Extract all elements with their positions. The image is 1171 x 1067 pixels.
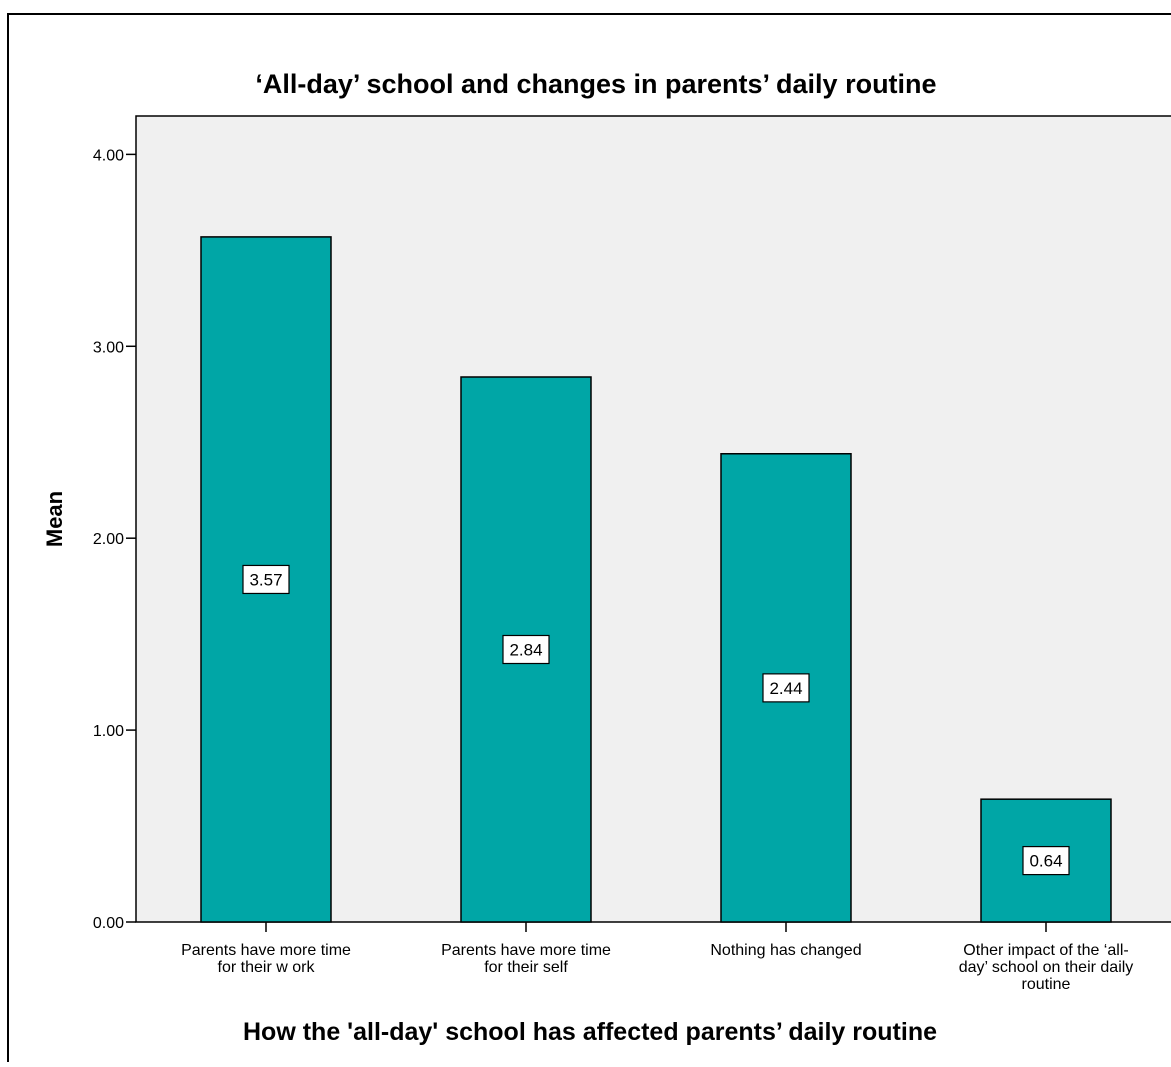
data-label: 3.57 (249, 570, 282, 589)
y-tick-label: 2.00 (93, 531, 124, 548)
y-tick-label: 0.00 (93, 915, 124, 932)
x-axis-title: How the 'all-day' school has affected pa… (243, 1018, 937, 1046)
x-tick-label: for their self (484, 959, 568, 976)
data-label-box (502, 634, 550, 665)
x-tick-label: routine (1022, 976, 1071, 993)
y-axis-title: Mean (42, 491, 67, 547)
y-tick-label: 4.00 (93, 147, 124, 164)
data-label: 2.84 (509, 640, 542, 659)
data-label-box (242, 564, 290, 595)
y-tick-label: 3.00 (93, 339, 124, 356)
x-tick-label: day’ school on their daily (959, 959, 1134, 976)
x-tick-label: Nothing has changed (710, 942, 861, 959)
x-tick-label: Parents have more time (441, 942, 611, 959)
bars: 3.57 2.84 2.44 0.64 (200, 236, 1112, 923)
data-label: 2.44 (769, 679, 802, 698)
x-tick-label: Other impact of the ‘all- (963, 942, 1128, 959)
x-tick-label: for their w ork (218, 959, 316, 976)
data-label-box (1022, 845, 1070, 876)
y-axis: 0.00 1.00 2.00 3.00 4.00 (93, 147, 136, 932)
y-tick-label: 1.00 (93, 723, 124, 740)
data-label: 0.64 (1029, 852, 1062, 871)
chart-title: ‘All-day’ school and changes in parents’… (255, 69, 936, 99)
x-tick-label: Parents have more time (181, 942, 351, 959)
data-label-box (762, 673, 810, 703)
